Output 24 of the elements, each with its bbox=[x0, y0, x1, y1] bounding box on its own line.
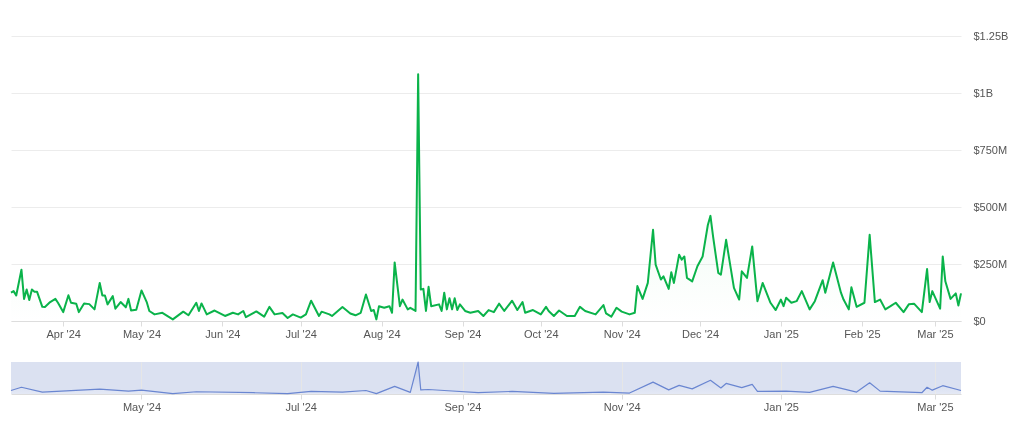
y-tick-label: $1B bbox=[973, 86, 994, 99]
y-tick-label: $1.25B bbox=[973, 29, 1009, 42]
x-tick-label: Nov '24 bbox=[603, 327, 641, 340]
y-tick-label: $750M bbox=[973, 143, 1008, 156]
x-tick-label: Jan '25 bbox=[763, 327, 799, 340]
x-tick-label: Nov '24 bbox=[603, 400, 641, 413]
x-tick-label: Jul '24 bbox=[285, 327, 317, 340]
x-tick-label: Oct '24 bbox=[524, 327, 559, 340]
x-tick-label: Dec '24 bbox=[682, 327, 719, 340]
x-tick-label: Jul '24 bbox=[285, 400, 317, 413]
x-tick-label: Aug '24 bbox=[363, 327, 401, 340]
x-tick-label: Mar '25 bbox=[917, 327, 954, 340]
x-tick-label: Jun '24 bbox=[205, 327, 241, 340]
y-tick-label: $0 bbox=[973, 314, 986, 327]
x-tick-label: Apr '24 bbox=[46, 327, 81, 340]
y-tick-label: $500M bbox=[973, 200, 1008, 213]
x-tick-label: Jan '25 bbox=[763, 400, 799, 413]
x-tick-label: May '24 bbox=[122, 327, 162, 340]
x-tick-label: Sep '24 bbox=[444, 400, 482, 413]
x-tick-label: May '24 bbox=[122, 400, 162, 413]
y-tick-label: $250M bbox=[973, 257, 1008, 270]
x-tick-label: Sep '24 bbox=[444, 327, 482, 340]
x-tick-label: Mar '25 bbox=[917, 400, 954, 413]
x-tick-label: Feb '25 bbox=[844, 327, 881, 340]
